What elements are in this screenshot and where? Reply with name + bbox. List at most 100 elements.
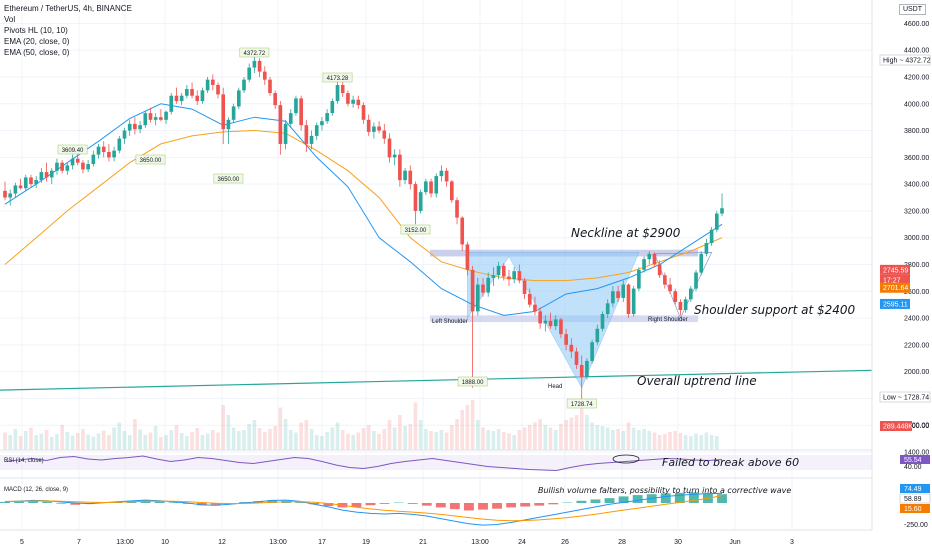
candle-body [527, 293, 532, 305]
candle-body [486, 277, 491, 293]
rsi-highlight-ellipse [612, 454, 640, 464]
candle-body [18, 185, 23, 189]
candle-body [268, 79, 272, 94]
candle-body [621, 284, 626, 298]
volume-bar [486, 430, 491, 450]
time-tick-label: 28 [618, 539, 626, 546]
volume-bar [424, 429, 428, 450]
volume-bar [455, 419, 459, 450]
volume-bar [101, 430, 106, 450]
candle-body [231, 106, 236, 120]
candle-body [34, 180, 38, 185]
volume-bar [221, 405, 226, 450]
pivot-box [57, 144, 88, 155]
pivot-box [135, 154, 166, 165]
candle-body [657, 264, 662, 276]
price-tick-label: 3400.00 [904, 182, 929, 189]
rsi-annotation: Failed to break above 60 [662, 456, 799, 469]
rsi-axis-tick: 40.00 [904, 464, 922, 471]
candle-body [23, 177, 28, 189]
indicator-vol[interactable]: Vol [4, 15, 16, 24]
volume-bar [631, 427, 636, 450]
candle-body [444, 170, 449, 182]
volume-bar [689, 436, 693, 450]
volume-bar [668, 432, 672, 450]
volume-bar [465, 405, 470, 450]
candle-body [481, 284, 485, 293]
volume-bar [185, 436, 189, 450]
uptrend-annotation: Overall uptrend line [637, 374, 757, 388]
time-tick-label: 13:00 [269, 539, 287, 546]
candle-body [96, 146, 101, 155]
price-tick-label: 2400.00 [904, 316, 929, 323]
candle-body [205, 79, 210, 91]
macd-hist-bar [449, 503, 460, 510]
current-price-tag: 2745.59 [883, 267, 908, 274]
uptrend-line-path [0, 369, 873, 391]
rsi-label: RSI (14, close) [4, 458, 44, 464]
volume-bar [694, 433, 698, 450]
macd-pane: -250.00 74.49 58.89 15.60 [0, 477, 931, 529]
volume-bar [268, 429, 272, 450]
time-tick-label: 26 [561, 539, 569, 546]
candle-body [553, 319, 558, 327]
left-shoulder-label: Left Shoulder [432, 319, 468, 325]
macd-hist-bar [590, 499, 601, 503]
candle-body [314, 125, 319, 136]
macd-hist-bar [717, 494, 727, 503]
volume-value-tag-bg [880, 421, 912, 431]
candle-body [242, 79, 246, 91]
indicator-ema50[interactable]: EMA (50, close, 0) [4, 48, 70, 57]
volume-bar [559, 424, 563, 450]
macd-hist-bar [492, 503, 502, 509]
volume-bar [657, 435, 662, 450]
candle-body [548, 320, 553, 327]
macd-hist-bar [323, 503, 334, 507]
candle-body [55, 162, 59, 171]
candle-body [70, 158, 75, 166]
candle-body [413, 184, 418, 211]
volume-bar [429, 431, 433, 450]
pivot-label: 4372.72 [244, 51, 266, 57]
pivot-box [213, 173, 244, 184]
candle-body [340, 85, 345, 94]
volume-bar [44, 430, 49, 450]
indicator-ema20[interactable]: EMA (20, close, 0) [4, 37, 70, 46]
candle-body [465, 244, 470, 270]
candle-body [174, 95, 179, 102]
volume-bar [283, 419, 288, 450]
candle-body [668, 284, 672, 292]
volume-bar [288, 430, 293, 450]
macd-hist-bar [604, 498, 615, 503]
current-price-tag-bg [880, 264, 910, 275]
indicator-pivots[interactable]: Pivots HL (10, 10) [4, 26, 68, 35]
candle-body [694, 272, 698, 289]
macd-hist-bar [478, 503, 488, 510]
macd-hist-bar [309, 503, 320, 505]
volume-bar [346, 433, 350, 450]
candle-body [574, 351, 579, 365]
macd-hist-bar [379, 503, 390, 504]
candle-body [216, 85, 220, 95]
currency-selector[interactable]: USDT [898, 4, 926, 15]
volume-bar [538, 419, 542, 450]
candle-body [372, 126, 376, 132]
candle-body [159, 117, 163, 120]
candle-body [533, 304, 537, 312]
volume-bar [600, 426, 605, 450]
candle-body [148, 113, 153, 120]
volume-bar [18, 436, 23, 450]
volume-bar [65, 432, 70, 450]
volume-bar [626, 422, 631, 450]
volume-bar [351, 435, 355, 450]
volume-bar [642, 429, 646, 450]
candle-body [637, 269, 641, 289]
candle-body [455, 200, 459, 218]
macd-value-text: 58.89 [904, 496, 922, 503]
candle-body [101, 146, 106, 152]
volume-bar [621, 431, 626, 450]
macd-value-text: 15.60 [904, 506, 922, 513]
price-tick-label: 2600.00 [904, 289, 929, 296]
candle-body [29, 177, 33, 185]
volume-bar [403, 426, 407, 450]
